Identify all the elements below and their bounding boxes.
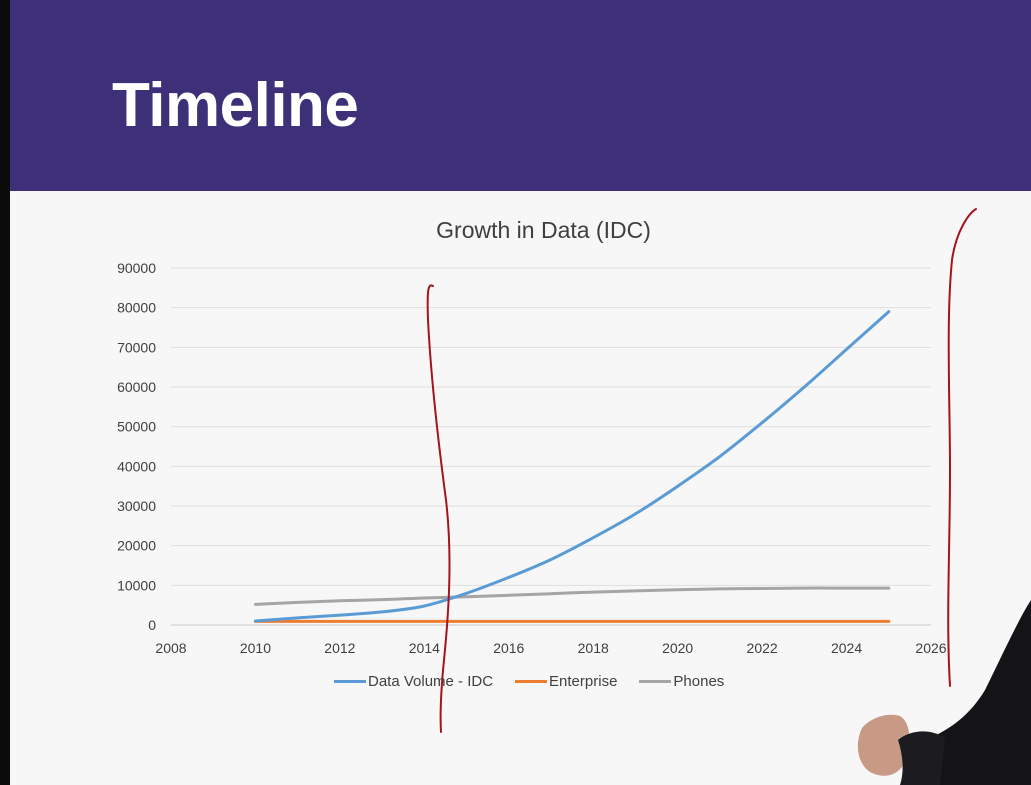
- series-line-phones: [253, 586, 891, 606]
- slide-header: Timeline: [10, 0, 1031, 191]
- presenter-sleeve: [898, 731, 945, 785]
- x-tick-label: 2010: [240, 640, 271, 656]
- chart-title: Growth in Data (IDC): [436, 217, 651, 243]
- x-tick-label: 2026: [915, 640, 946, 656]
- y-tick-label: 70000: [117, 339, 156, 355]
- x-axis-tick-labels: 2008 2010 2012 2014 2016 2018 2020 2022 2024 2026: [155, 640, 946, 656]
- x-tick-label: 2008: [155, 640, 186, 656]
- x-tick-label: 2014: [409, 640, 440, 656]
- legend-item-enterprise: Enterprise: [515, 673, 617, 690]
- legend-label: Data Volume - IDC: [368, 673, 494, 690]
- y-tick-label: 60000: [117, 379, 156, 395]
- presenter-hand: [857, 714, 910, 776]
- y-tick-label: 40000: [117, 458, 156, 474]
- pen-stroke-left: [426, 284, 451, 733]
- legend-label: Phones: [673, 673, 725, 690]
- y-tick-label: 30000: [117, 498, 156, 514]
- legend-swatch: [515, 680, 548, 683]
- legend-swatch: [639, 680, 672, 683]
- y-tick-label: 50000: [117, 419, 156, 435]
- series-lines: [253, 310, 891, 623]
- legend-item-phones: Phones: [639, 673, 724, 690]
- line-chart: 0 10000 20000 30000 40000 50000 60000 70000 8000…: [117, 208, 977, 733]
- legend-swatch: [334, 680, 366, 683]
- chart-legend: Data Volume - IDC Enterprise Phones: [334, 673, 746, 690]
- y-tick-label: 80000: [117, 300, 156, 316]
- y-axis-tick-labels: 0 10000 20000 30000 40000 50000 60000 70000 8000…: [117, 260, 156, 633]
- y-tick-label: 90000: [117, 260, 156, 276]
- legend-item-data-volume: Data Volume - IDC: [334, 673, 493, 690]
- gridlines: [171, 267, 931, 626]
- y-tick-label: 0: [148, 617, 156, 633]
- y-tick-label: 10000: [117, 577, 156, 593]
- legend-label: Enterprise: [549, 673, 618, 690]
- x-tick-label: 2012: [324, 640, 355, 656]
- slide-title: Timeline: [112, 71, 359, 140]
- pen-stroke-right: [947, 208, 977, 687]
- x-tick-label: 2024: [831, 640, 862, 656]
- slide: Timeline Growth in Data (IDC) 0 10000 2000…: [10, 0, 1031, 785]
- x-tick-label: 2022: [747, 640, 778, 656]
- pen-annotations: [426, 208, 977, 733]
- x-tick-label: 2016: [493, 640, 524, 656]
- series-line-data-volume-idc: [253, 310, 891, 623]
- y-tick-label: 20000: [117, 538, 156, 554]
- x-tick-label: 2018: [578, 640, 609, 656]
- x-tick-label: 2020: [662, 640, 693, 656]
